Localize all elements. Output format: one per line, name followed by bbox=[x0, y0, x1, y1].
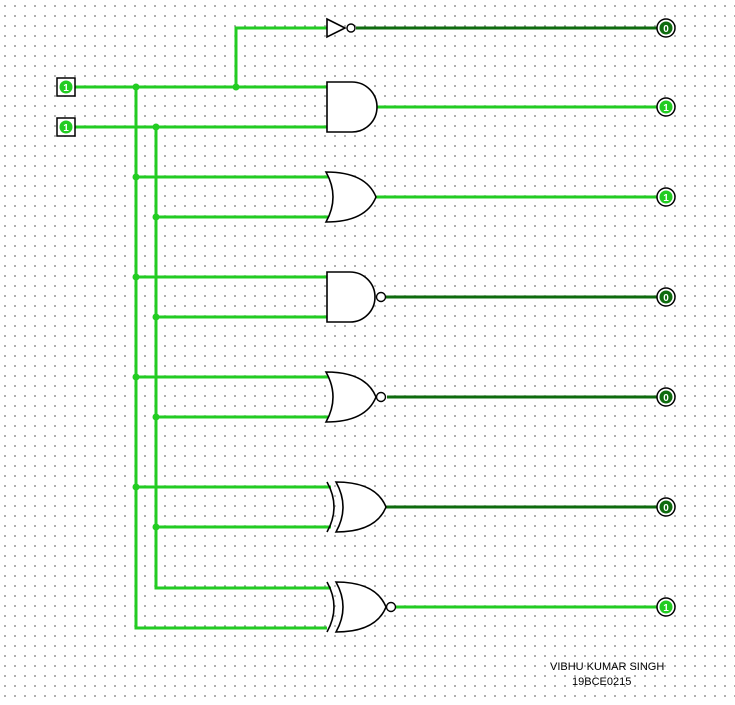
junction-dot bbox=[132, 173, 140, 181]
and-gate[interactable] bbox=[326, 81, 378, 133]
output-nor: 0 bbox=[656, 387, 676, 407]
output-and-value: 1 bbox=[663, 103, 669, 114]
input-b-value: 1 bbox=[63, 123, 69, 134]
output-xor: 0 bbox=[656, 497, 676, 517]
wires bbox=[75, 26, 662, 630]
wire-input-a-to-not bbox=[234, 26, 327, 87]
inversion-bubble bbox=[375, 391, 387, 403]
nand-gate[interactable] bbox=[326, 271, 387, 323]
junction-dot bbox=[132, 83, 140, 91]
xor-gate[interactable] bbox=[326, 481, 387, 533]
output-and: 1 bbox=[656, 97, 676, 117]
output-xnor: 1 bbox=[656, 597, 676, 617]
input-pin-b[interactable]: 1 bbox=[56, 117, 76, 137]
input-a-value: 1 bbox=[63, 83, 69, 94]
wire-bus-a-vertical bbox=[134, 87, 327, 630]
input-state-indicator bbox=[59, 120, 73, 134]
junctions bbox=[132, 83, 240, 531]
input-pin-a[interactable]: 1 bbox=[56, 77, 76, 97]
inversion-bubble bbox=[385, 601, 397, 613]
output-xnor-value: 1 bbox=[663, 603, 669, 614]
output-or-value: 1 bbox=[663, 193, 669, 204]
nor-gate[interactable] bbox=[324, 371, 387, 423]
output-not: 0 bbox=[656, 18, 676, 38]
junction-dot bbox=[132, 273, 140, 281]
or-gate[interactable] bbox=[324, 171, 377, 223]
output-or: 1 bbox=[656, 187, 676, 207]
junction-dot bbox=[132, 483, 140, 491]
output-not-value: 0 bbox=[663, 24, 669, 35]
junction-dot bbox=[152, 313, 160, 321]
junction-dot bbox=[232, 83, 240, 91]
author-name: VIBHU KUMAR SINGH bbox=[550, 661, 665, 673]
junction-dot bbox=[152, 123, 160, 131]
junction-dot bbox=[152, 413, 160, 421]
junction-dot bbox=[132, 373, 140, 381]
output-nand: 0 bbox=[656, 287, 676, 307]
inversion-bubble bbox=[346, 23, 356, 33]
junction-dot bbox=[152, 213, 160, 221]
output-xor-value: 0 bbox=[663, 503, 669, 514]
author-id: 19BCE0215 bbox=[572, 676, 632, 688]
wire-bus-b-vertical bbox=[154, 127, 331, 590]
output-nand-value: 0 bbox=[663, 293, 669, 304]
not-gate[interactable] bbox=[326, 17, 356, 39]
output-nor-value: 0 bbox=[663, 393, 669, 404]
input-state-indicator bbox=[59, 80, 73, 94]
inversion-bubble bbox=[375, 291, 387, 303]
xnor-gate[interactable] bbox=[326, 581, 397, 633]
junction-dot bbox=[152, 523, 160, 531]
